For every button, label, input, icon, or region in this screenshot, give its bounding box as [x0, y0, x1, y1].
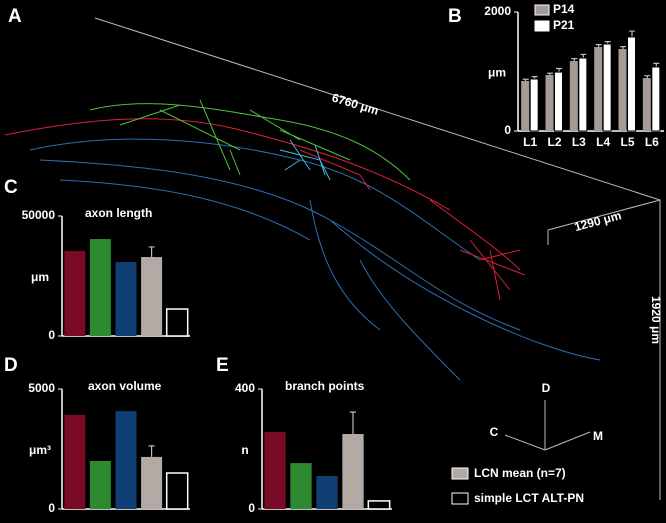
bar: [529, 78, 539, 132]
scale-label: 1920 μm: [649, 296, 663, 344]
error-bar: [620, 46, 626, 50]
panel-label: B: [448, 6, 462, 27]
bar: [594, 46, 603, 131]
legend-label: LCN mean (n=7): [474, 466, 566, 480]
bar: [651, 66, 661, 132]
bar: [290, 463, 312, 509]
bar: [89, 461, 111, 509]
y-tick-label: 400: [235, 381, 255, 395]
reconstruction: [4, 17, 661, 500]
chart-title: axon volume: [88, 379, 162, 393]
axon: [279, 139, 331, 181]
bar: [521, 81, 530, 131]
y-tick-label: 0: [504, 123, 511, 137]
bar: [618, 49, 627, 131]
error-bar: [653, 62, 660, 67]
panel-label: A: [8, 6, 22, 27]
error-bar: [595, 44, 602, 47]
frame: [94, 17, 661, 500]
error-bar: [148, 445, 155, 457]
bar: [141, 257, 163, 336]
x-tick-label: L4: [596, 135, 610, 149]
y-axis-label: μm: [31, 270, 49, 284]
error-bar: [350, 411, 356, 434]
bar: [569, 61, 578, 131]
bar: [89, 239, 111, 336]
x-tick-label: L6: [645, 135, 659, 149]
panel-label: D: [4, 355, 18, 376]
y-axis-label: n: [241, 443, 248, 457]
orientation-axes: [504, 400, 591, 451]
error-bar: [629, 30, 635, 37]
x-tick-label: L3: [572, 135, 586, 149]
bar: [264, 431, 286, 509]
bar: [141, 456, 163, 509]
y-tick-label: 2000: [484, 4, 511, 18]
y-tick-label: 0: [48, 501, 55, 515]
chart-title: branch points: [285, 379, 365, 393]
chart-title: axon length: [85, 206, 152, 220]
error-bar: [571, 58, 578, 62]
bar: [367, 500, 391, 510]
x-tick-label: L2: [547, 135, 561, 149]
bar: [627, 36, 636, 132]
bar: [578, 57, 588, 132]
bar: [165, 472, 189, 510]
error-bar: [580, 53, 587, 58]
x-tick-label: L5: [620, 135, 634, 149]
y-axis-label: μm: [488, 66, 506, 80]
legend-swatch: [534, 4, 550, 16]
bar: [602, 43, 612, 132]
error-bar: [522, 78, 529, 82]
y-tick-label: 5000: [28, 381, 55, 395]
axon: [29, 138, 601, 381]
y-tick-label: 50000: [22, 208, 56, 222]
orientation-label: D: [542, 381, 551, 395]
legend-swatch: [451, 467, 469, 480]
bar: [115, 262, 137, 336]
bar: [642, 78, 651, 131]
panel-label: C: [4, 177, 18, 198]
axon: [89, 99, 411, 181]
legend-label: P21: [553, 18, 575, 32]
bar: [115, 411, 137, 509]
bar: [165, 308, 189, 337]
scale-label: 1290 μm: [573, 208, 623, 234]
bar: [342, 434, 364, 509]
y-axis-label: μm³: [29, 443, 51, 457]
scale-label: 6760 μm: [330, 90, 380, 117]
error-bar: [556, 67, 562, 73]
axon: [4, 118, 526, 301]
orientation-label: M: [593, 429, 603, 443]
bar: [545, 75, 554, 131]
error-bar: [547, 72, 553, 76]
legend-label: P14: [553, 2, 575, 16]
error-bar: [644, 75, 651, 79]
y-tick-label: 0: [48, 328, 55, 342]
x-tick-label: L1: [523, 135, 537, 149]
legend-swatch: [451, 492, 469, 505]
bar: [64, 414, 86, 509]
panel-label: E: [216, 355, 229, 376]
orientation-label: C: [490, 425, 499, 439]
legend-label: simple LCT ALT-PN: [474, 491, 584, 505]
bar: [554, 71, 563, 132]
bar: [316, 476, 338, 509]
legend-swatch: [534, 20, 550, 32]
error-bar: [148, 246, 155, 258]
y-tick-label: 0: [248, 501, 255, 515]
bar: [64, 251, 86, 336]
